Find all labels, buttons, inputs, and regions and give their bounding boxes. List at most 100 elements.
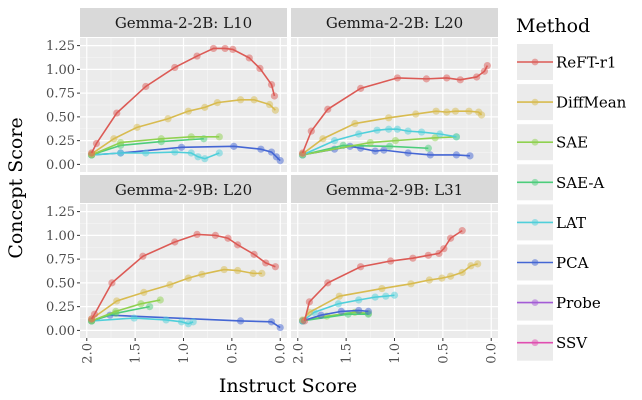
point-lat [201,155,209,163]
point-reft-r1 [447,234,455,242]
point-lat [382,292,390,300]
legend-key-point [531,299,539,306]
point-reft-r1 [256,64,264,73]
point-lat [371,293,379,301]
point-pca [426,151,434,159]
point-reft-r1 [456,76,464,84]
point-reft-r1 [307,127,315,135]
point-lat [334,300,342,308]
y-tick-label: 1.25 [46,205,75,220]
x-tick-label: 2.0 [80,343,95,364]
series-line-sae-a [91,137,204,156]
legend-item-diffmean: DiffMean [517,84,627,121]
point-pca [230,142,238,150]
legend-label: DiffMean [556,94,627,112]
point-lat [142,149,150,157]
point-diffmean [258,269,266,277]
y-tick-label: 0.75 [46,253,75,268]
legend-key-point [531,178,539,186]
x-tick-label: 1.0 [388,343,403,364]
point-diffmean [110,135,118,143]
point-reft-r1 [305,298,313,306]
point-diffmean [412,110,420,118]
point-diffmean [465,107,473,115]
point-diffmean [249,269,257,277]
point-reft-r1 [271,263,279,271]
point-pca [276,323,284,332]
y-axis-title: Concept Score [5,117,27,258]
point-reft-r1 [267,80,276,89]
point-diffmean [385,114,393,122]
panel-2: Gemma-2-2B: L20 [291,8,498,177]
point-diffmean [220,265,228,274]
point-pca [257,145,265,153]
point-sae [112,307,120,315]
point-lat [390,291,399,299]
point-lat [117,149,125,157]
point-reft-r1 [440,245,448,253]
point-reft-r1 [473,73,481,81]
point-pca [267,318,276,326]
point-diffmean [432,107,440,115]
point-reft-r1 [435,249,443,258]
point-diffmean [451,107,460,115]
legend-item-ssv: SSV [517,324,588,361]
point-diffmean [198,270,206,278]
point-pca [380,146,388,154]
panel-3: Gemma-2-9B: L20 0.00 0.25 0.50 0.75 1.00 1.25 2… [46,175,289,364]
point-pca [452,151,461,159]
point-diffmean [425,276,433,284]
point-lat [171,148,179,156]
point-reft-r1 [422,75,431,83]
point-diffmean [458,268,466,277]
legend-key-point [531,259,539,266]
point-diffmean [236,96,245,104]
point-reft-r1 [357,263,365,271]
point-reft-r1 [234,241,242,249]
point-diffmean [477,111,486,119]
point-reft-r1 [387,257,395,265]
x-tick-label: 1.0 [177,343,192,364]
legend-label: Probe [556,294,601,312]
panel-title: Gemma-2-2B: L10 [115,14,252,32]
point-reft-r1 [409,254,417,262]
point-diffmean [166,281,174,289]
point-sae-a [386,142,394,150]
point-pca [337,307,345,315]
point-pca [177,143,186,151]
y-tick-label: 1.00 [46,63,75,78]
legend-key-point [531,98,539,106]
point-reft-r1 [300,317,309,325]
point-lat [162,316,170,324]
point-diffmean [164,115,172,123]
point-diffmean [447,272,455,280]
point-sae [187,133,195,141]
point-reft-r1 [483,61,491,70]
legend-label: LAT [556,214,586,232]
legend-item-pca: PCA [517,244,589,281]
point-diffmean [250,96,258,104]
point-diffmean [407,280,415,288]
point-lat [330,137,339,145]
panel-4: Gemma-2-9B: L31 2.0 1.5 1.0 0.5 0.0 [291,175,500,364]
point-sae [431,134,439,142]
point-pca [355,306,363,315]
point-diffmean [438,274,446,282]
point-lat [194,153,202,161]
point-diffmean [213,99,221,107]
legend-label: SSV [556,334,588,352]
point-lat [393,125,402,133]
legend: ReFT-r1 DiffMean SAE SAE-A LAT PCA Probe SSV [517,44,627,361]
y-tick-label: 0.00 [46,324,75,339]
point-lat [417,128,426,136]
point-diffmean [271,106,279,114]
point-reft-r1 [324,279,332,287]
series-line-diffmean [91,268,262,320]
point-reft-r1 [108,279,116,287]
point-pca [236,317,245,325]
panel-strip [291,8,498,37]
point-lat [130,314,138,322]
y-tick-label: 0.25 [46,300,75,315]
point-pca [466,152,474,160]
legend-title: Method [516,15,590,37]
